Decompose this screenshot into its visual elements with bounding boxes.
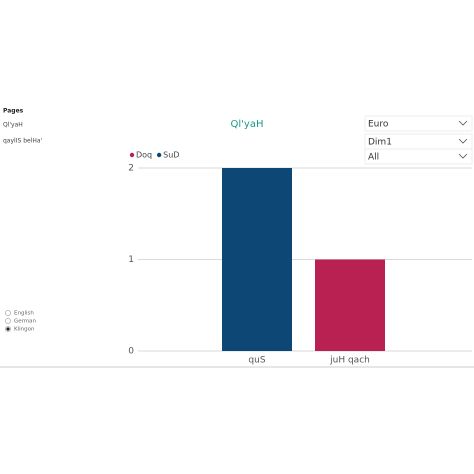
legend-marker xyxy=(129,152,135,158)
radio-button[interactable] xyxy=(5,318,11,324)
radio-label[interactable]: German xyxy=(14,319,37,325)
bar[interactable] xyxy=(222,168,292,351)
legend-label[interactable]: Doq xyxy=(136,151,152,160)
dropdown[interactable] xyxy=(364,115,473,132)
dropdown-arrow xyxy=(458,153,468,159)
x-tick-label: juH qach xyxy=(329,356,370,366)
dropdown[interactable] xyxy=(364,148,473,165)
y-tick-label: 2 xyxy=(128,164,134,174)
dropdown-value: Euro xyxy=(368,120,389,130)
bar[interactable] xyxy=(315,259,385,352)
radio-dot xyxy=(6,327,10,331)
pages-title: Pages xyxy=(3,108,24,115)
dropdown-value: All xyxy=(368,153,379,163)
legend-marker xyxy=(156,152,162,158)
radio-label[interactable]: English xyxy=(14,311,34,317)
dropdown-arrow xyxy=(458,120,468,126)
radio-button[interactable] xyxy=(5,310,11,316)
y-tick-label: 1 xyxy=(128,255,134,265)
dropdown-arrow xyxy=(458,138,468,144)
y-tick-label: 0 xyxy=(128,347,134,357)
legend-label[interactable]: SuD xyxy=(163,151,179,160)
dropdown-value: Dim1 xyxy=(368,138,392,148)
x-tick-label: quS xyxy=(248,356,265,366)
chart-title: Ql'yaH xyxy=(231,119,264,130)
radio-label[interactable]: Klingon xyxy=(14,327,35,333)
page-link[interactable]: qaylIS belHa' xyxy=(3,138,43,145)
page-link[interactable]: Ql'yaH xyxy=(3,122,23,129)
